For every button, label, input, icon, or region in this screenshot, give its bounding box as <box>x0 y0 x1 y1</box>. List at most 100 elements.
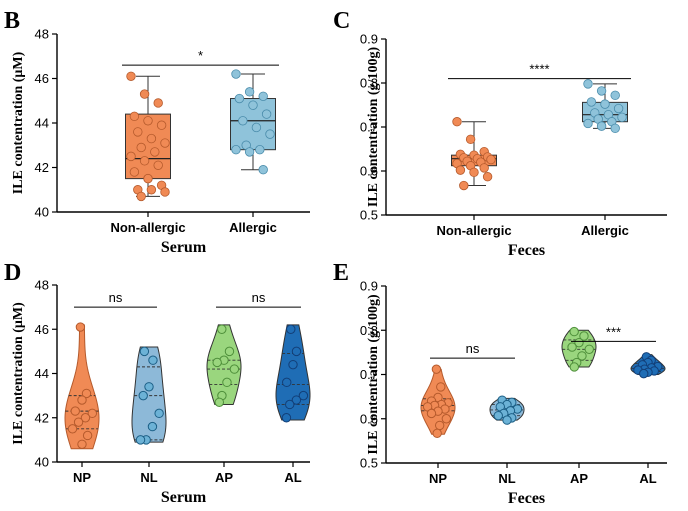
x-tick-label: Non-allergic <box>436 223 511 238</box>
series-non-allergic <box>125 71 171 202</box>
x-tick-label: Allergic <box>229 220 277 235</box>
data-point <box>75 322 86 332</box>
x-tick-label: Allergic <box>581 223 629 238</box>
y-tick-label: 44 <box>35 116 49 131</box>
panel-label-e: E <box>333 260 349 286</box>
data-point <box>291 346 302 357</box>
y-tick-label: 48 <box>35 278 49 293</box>
data-point <box>251 122 262 133</box>
data-point <box>426 408 437 419</box>
y-tick-label: 44 <box>35 366 49 381</box>
data-point <box>298 390 309 401</box>
x-tick-label: AL <box>639 471 656 486</box>
data-point <box>129 167 140 177</box>
data-point <box>80 413 91 423</box>
data-point <box>224 346 235 357</box>
data-point <box>234 93 245 104</box>
x-tick-label: NP <box>73 470 91 485</box>
data-point <box>574 337 584 348</box>
x-tick-label: NL <box>140 470 157 485</box>
data-point <box>265 129 275 139</box>
x-tick-label: Non-allergic <box>110 220 185 235</box>
data-point <box>431 364 442 374</box>
data-point <box>136 142 146 153</box>
data-point <box>212 357 222 368</box>
data-point <box>244 147 255 157</box>
panel-label-d: D <box>4 260 21 286</box>
data-point <box>148 355 158 365</box>
series-np <box>420 364 456 439</box>
x-tick-label: AP <box>570 471 588 486</box>
data-point <box>596 121 607 131</box>
y-axis-label: ILE contentration (μM) <box>11 302 26 445</box>
y-tick-label: 0.5 <box>360 208 378 223</box>
panel-label-b: B <box>4 8 20 34</box>
y-tick-label: 42 <box>35 160 49 175</box>
data-point <box>258 91 268 102</box>
x-tick-label: NL <box>498 471 515 486</box>
y-tick-label: 40 <box>35 455 49 470</box>
significance-label: ns <box>466 341 480 356</box>
x-axis-label: Feces <box>508 242 545 259</box>
data-point <box>238 116 248 126</box>
data-point <box>493 410 503 421</box>
data-point <box>150 147 160 157</box>
data-point <box>160 187 170 197</box>
x-axis-label: Serum <box>161 239 207 256</box>
significance-label: **** <box>529 62 549 77</box>
y-tick-label: 0.9 <box>360 32 378 47</box>
panel-c: 0.5 0.6 0.7 0.8 0.9 Non-allergic Allergic ILE c… <box>360 32 667 259</box>
data-point <box>584 344 594 354</box>
data-point <box>126 71 136 81</box>
data-point <box>600 99 610 109</box>
data-point <box>577 351 587 361</box>
data-point <box>156 120 167 130</box>
y-axis-label: ILE contentration (g/100g) <box>366 294 381 455</box>
data-point <box>248 100 258 110</box>
panel-label-c: C <box>333 8 350 34</box>
data-point <box>596 86 607 96</box>
y-tick-label: 0.8 <box>360 323 378 338</box>
data-point <box>77 439 87 449</box>
data-point <box>126 151 136 162</box>
panel-d: 40 42 44 46 48 NP NL AP AL ILE contentration (μM)… <box>11 278 311 506</box>
data-point <box>147 421 158 432</box>
y-axis-label: ILE contentration (g/100g) <box>366 47 381 208</box>
panels: 40 42 44 46 48 Non-allergic Allergic ILE conten… <box>11 27 667 507</box>
data-point <box>434 420 445 431</box>
y-tick-label: 0.9 <box>360 279 378 294</box>
data-point <box>135 435 146 445</box>
data-point <box>143 116 153 126</box>
data-point <box>139 346 150 357</box>
data-point <box>214 397 225 407</box>
data-point <box>231 144 241 155</box>
data-point <box>82 430 93 441</box>
series-allergic <box>230 69 276 175</box>
data-point <box>610 123 620 134</box>
y-axis-label: ILE contentration (μM) <box>11 51 26 194</box>
series-np <box>64 322 100 450</box>
data-point <box>617 112 627 123</box>
data-point <box>459 180 469 191</box>
data-point <box>87 408 98 419</box>
y-tick-label: 42 <box>35 410 49 425</box>
data-point <box>436 382 446 392</box>
x-tick-label: AL <box>284 470 301 485</box>
data-point <box>138 390 148 401</box>
data-point <box>610 90 620 101</box>
x-axis-label: Feces <box>508 490 545 507</box>
y-tick-label: 0.7 <box>360 120 378 135</box>
series-ap <box>561 326 597 372</box>
series-non-allergic <box>451 117 497 191</box>
data-point <box>432 428 442 439</box>
data-point <box>455 165 466 175</box>
x-tick-label: AP <box>215 470 233 485</box>
y-tick-label: 48 <box>35 27 49 42</box>
data-point <box>281 413 292 423</box>
y-tick-label: 46 <box>35 322 49 337</box>
data-point <box>154 408 164 419</box>
data-point <box>567 342 577 352</box>
y-tick-label: 40 <box>35 205 49 220</box>
data-point <box>67 424 78 434</box>
